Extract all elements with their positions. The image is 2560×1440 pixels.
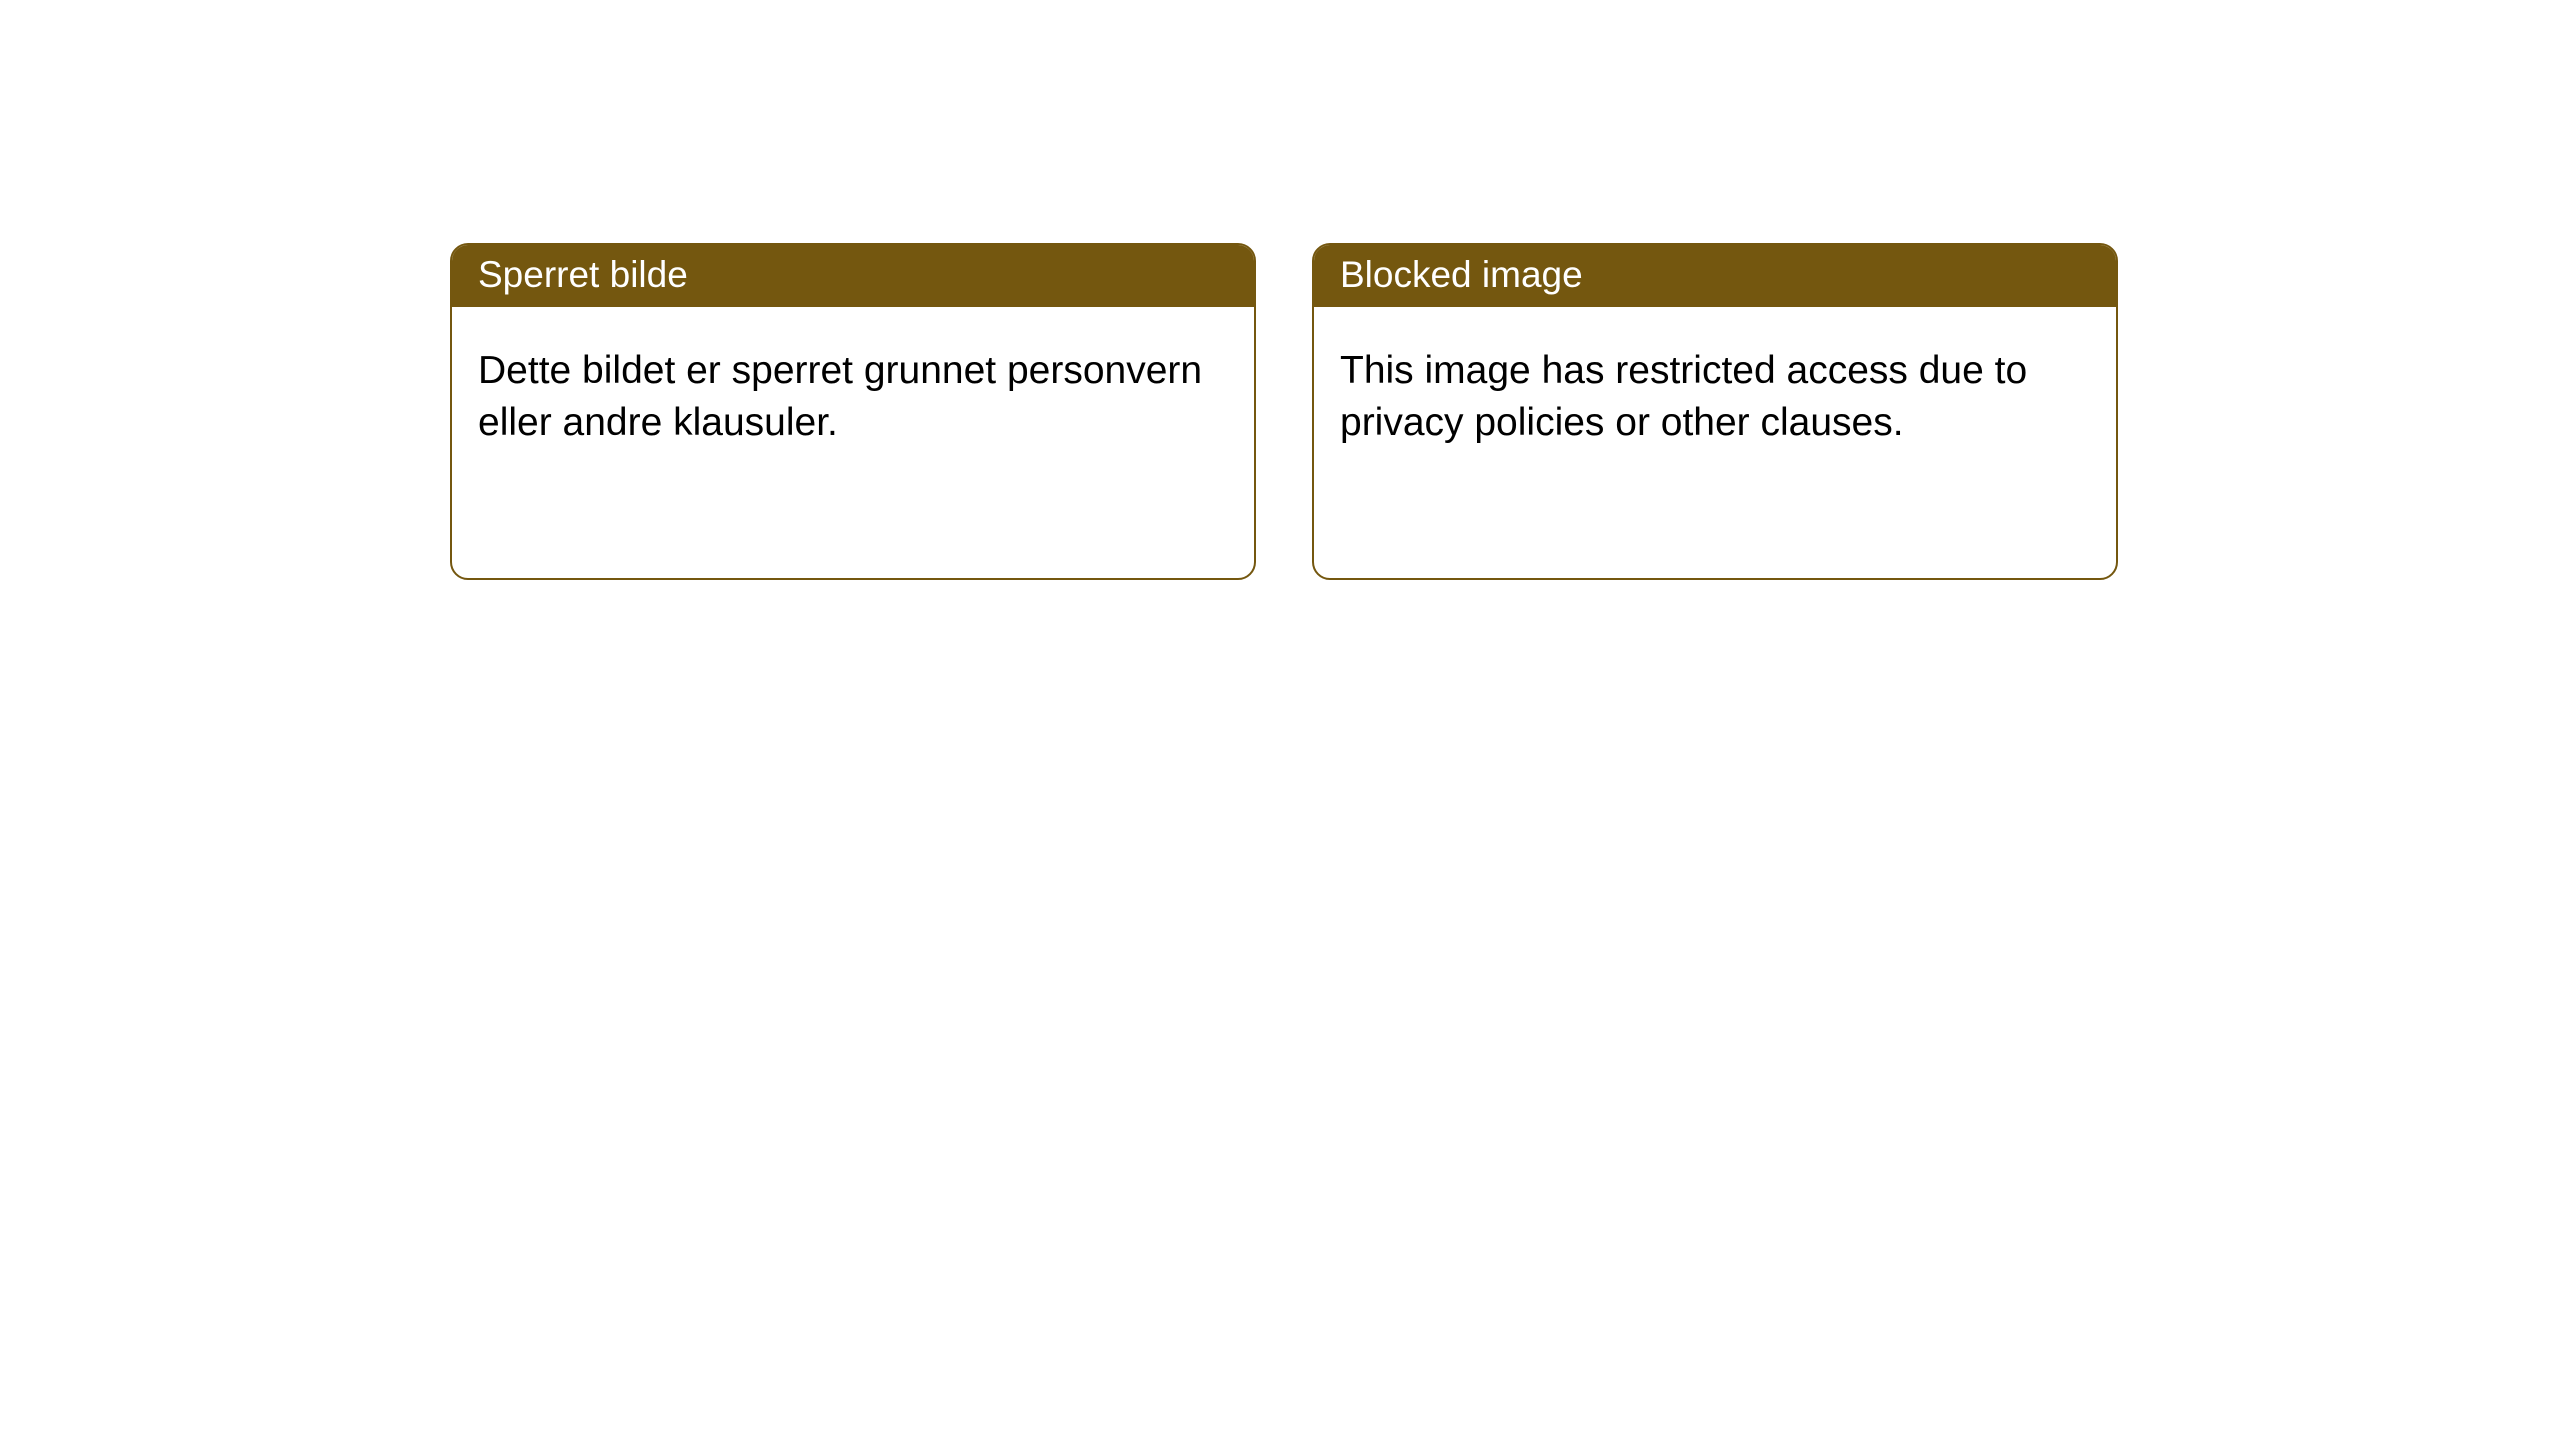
card-english: Blocked image This image has restricted …: [1312, 243, 2118, 580]
card-body-norwegian: Dette bildet er sperret grunnet personve…: [452, 307, 1254, 474]
card-norwegian: Sperret bilde Dette bildet er sperret gr…: [450, 243, 1256, 580]
card-body-english: This image has restricted access due to …: [1314, 307, 2116, 474]
card-header-english: Blocked image: [1314, 245, 2116, 307]
notice-cards-container: Sperret bilde Dette bildet er sperret gr…: [0, 0, 2560, 580]
card-header-norwegian: Sperret bilde: [452, 245, 1254, 307]
